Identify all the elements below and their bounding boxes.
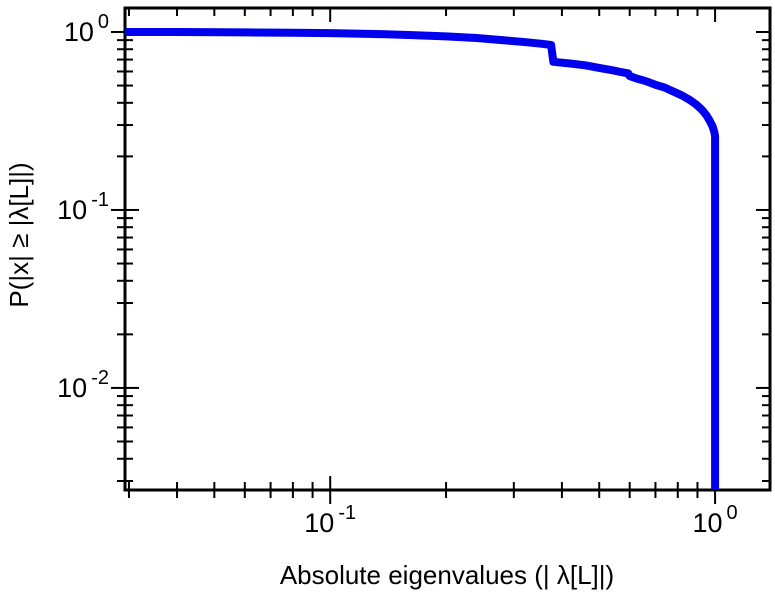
plot-frame [123,6,772,492]
y-tick-label: 10 -1 [57,189,109,225]
series-layer [125,27,720,490]
x-tick-label: 10 0 [692,502,737,538]
y-axis-label: P(|x| ≥ |λ[L]|) [4,162,34,307]
tick-label-layer: 10 -1 10 0 10 0 10 -1 10 -2 [57,11,738,538]
data-line [125,27,720,490]
x-axis-label: Absolute eigenvalues (| λ[L]|) [280,560,614,590]
y-tick-label: 10 -2 [57,367,109,403]
tick-layer [111,8,770,504]
y-tick-label: 10 0 [64,11,109,47]
x-tick-label: 10 -1 [304,502,356,538]
